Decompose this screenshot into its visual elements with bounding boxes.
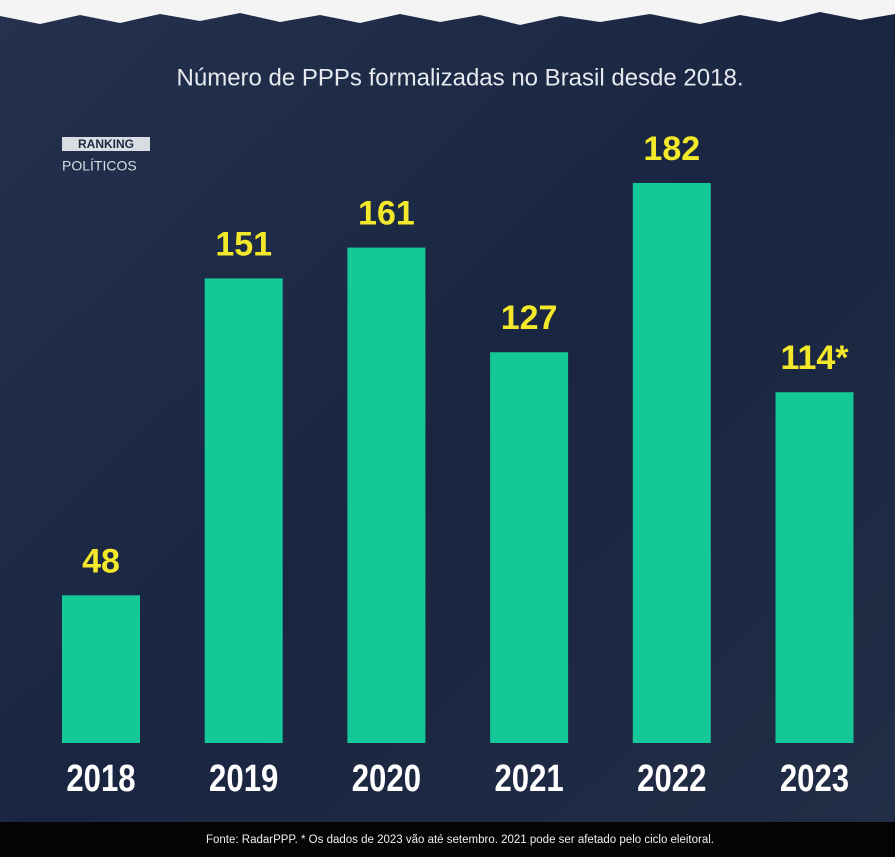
logo-bottom: POLÍTICOS (62, 158, 137, 174)
bar (775, 392, 854, 743)
value-label: 127 (501, 299, 558, 337)
bar (632, 182, 711, 744)
chart-title: Número de PPPs formalizadas no Brasil de… (177, 64, 744, 91)
bar (62, 595, 140, 743)
footer-band (0, 822, 895, 857)
x-tick-label: 2022 (637, 758, 706, 800)
x-tick-label: 2020 (352, 758, 421, 800)
bar (347, 247, 426, 743)
bar (204, 278, 283, 743)
value-label: 161 (358, 195, 415, 233)
value-label: 151 (215, 225, 272, 263)
x-tick-label: 2019 (209, 758, 278, 800)
x-tick-label: 2021 (494, 758, 563, 800)
value-label: 48 (82, 542, 120, 580)
x-tick-label: 2018 (66, 758, 135, 800)
torn-edge (0, 0, 895, 25)
value-label: 114* (780, 339, 849, 377)
logo-box (62, 137, 150, 151)
value-label: 182 (643, 130, 700, 168)
x-tick-label: 2023 (780, 758, 849, 800)
logo-top: RANKING (78, 137, 134, 151)
bar (490, 352, 569, 743)
footnote: Fonte: RadarPPP. * Os dados de 2023 vão … (206, 834, 714, 846)
